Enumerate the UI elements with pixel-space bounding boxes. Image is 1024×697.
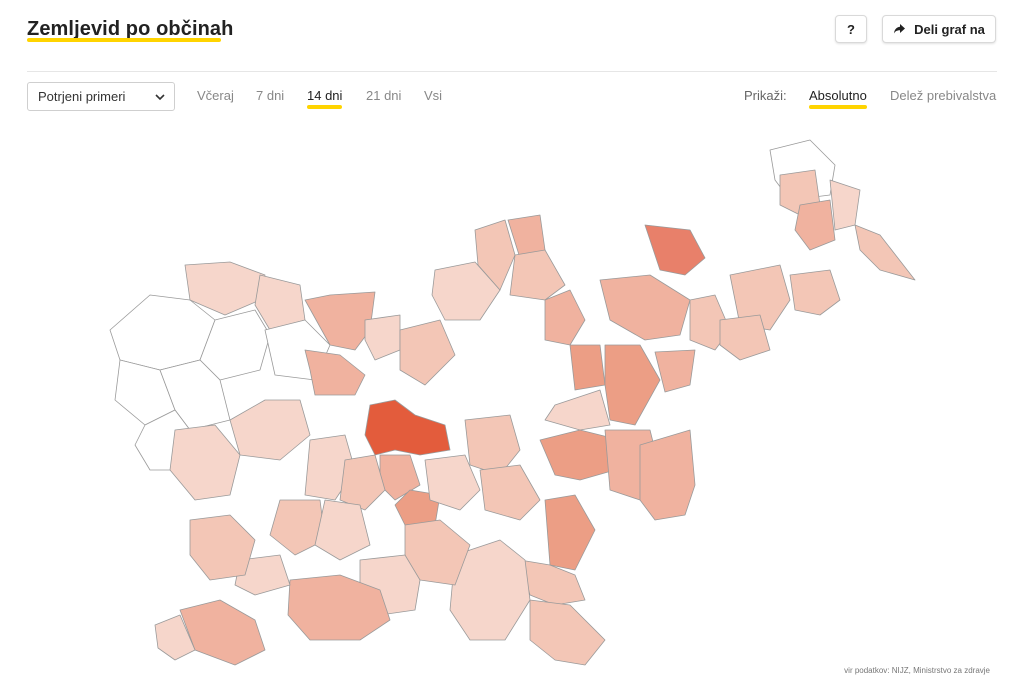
municipality-45[interactable] [544,494,596,571]
slovenia-municipality-map [109,139,916,666]
chevron-down-icon [155,94,165,101]
municipality-38[interactable] [424,454,481,511]
help-button-label: ? [847,21,855,37]
municipality-12[interactable] [169,424,241,501]
map-title: Zemljevid po občinah [27,18,234,40]
municipality-54[interactable] [234,554,291,596]
municipality-shapes [109,139,916,666]
municipality-55[interactable] [189,514,256,581]
municipality-24[interactable] [654,349,696,393]
help-button[interactable]: ? [835,15,867,43]
title-underline [27,38,221,42]
municipality-15[interactable] [474,219,516,291]
share-button[interactable]: Deli graf na [882,15,996,43]
municipality-19[interactable] [569,344,606,391]
municipality-0[interactable] [109,294,216,371]
range-tab-yesterday[interactable]: Včeraj [197,88,234,103]
municipality-10[interactable] [364,314,401,361]
municipality-51[interactable] [287,574,391,641]
range-tab-all[interactable]: Vsi [424,88,443,103]
show-label: Prikaži: [744,88,787,103]
municipality-44[interactable] [639,429,696,521]
municipality-48[interactable] [449,539,531,641]
municipality-11[interactable] [229,399,311,461]
municipality-14[interactable] [431,261,501,321]
metric-select[interactable]: Potrjeni primeri [27,82,175,111]
municipality-21[interactable] [644,224,706,276]
municipality-56[interactable] [269,499,326,556]
municipality-20[interactable] [599,274,691,341]
mode-absolute[interactable]: Absolutno [809,88,867,109]
municipality-42[interactable] [544,389,611,431]
municipality-37[interactable] [339,454,386,511]
municipality-30[interactable] [729,264,791,331]
mode-population-share[interactable]: Delež prebivalstva [890,88,997,103]
municipality-29[interactable] [854,224,916,281]
municipality-47[interactable] [529,599,606,666]
municipality-31[interactable] [789,269,841,316]
municipality-13[interactable] [399,319,456,386]
data-source: vir podatkov: NIJZ, Ministrstvo za zdrav… [844,666,990,675]
municipality-23[interactable] [604,344,661,426]
share-button-label: Deli graf na [914,21,985,37]
municipality-39[interactable] [464,414,521,476]
municipality-46[interactable] [519,559,586,606]
municipality-17[interactable] [509,249,566,301]
header-divider [27,71,997,72]
municipality-28[interactable] [829,179,861,231]
municipality-32[interactable] [719,314,771,361]
municipality-53[interactable] [154,614,196,661]
range-tab-21-days[interactable]: 21 dni [366,88,402,103]
municipality-18[interactable] [544,289,586,346]
metric-select-value: Potrjeni primeri [38,89,126,104]
municipality-33[interactable] [364,399,451,456]
municipality-57[interactable] [314,499,371,561]
share-arrow-icon [894,24,906,34]
municipality-52[interactable] [179,599,266,666]
municipality-9[interactable] [304,349,366,396]
range-tab-7-days[interactable]: 7 dni [256,88,285,103]
municipality-40[interactable] [479,464,541,521]
range-tab-14-days[interactable]: 14 dni [307,88,343,109]
municipality-27[interactable] [794,199,836,251]
